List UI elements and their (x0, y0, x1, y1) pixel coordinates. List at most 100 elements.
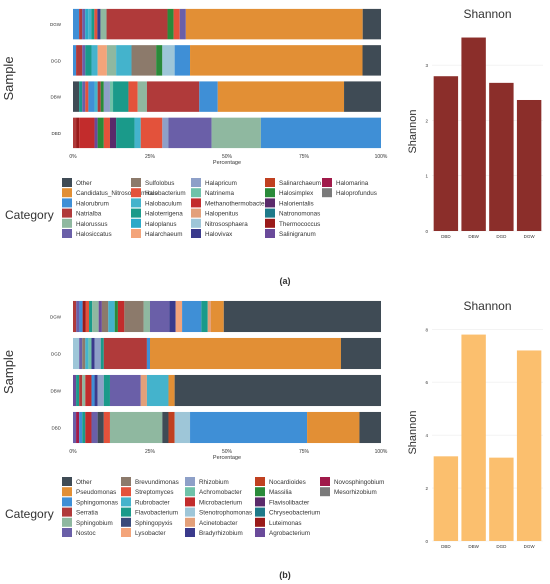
stacked-bar-segment (97, 374, 104, 407)
shannon-y-tick-label: 6 (425, 380, 428, 385)
legend-label: Stenotrophomonas (199, 510, 252, 517)
shannon-y-tick-label: 0 (425, 229, 428, 234)
stacked-bar-segment (131, 45, 157, 76)
stacked-bar-segment (100, 337, 104, 370)
stacked-bar-segment (97, 45, 107, 76)
stacked-bar-segment (79, 411, 83, 444)
legend-label: Halopenitus (205, 211, 238, 218)
shannon-title: Shannon (463, 7, 511, 21)
legend-swatch (121, 507, 131, 517)
stacked-bar-segment (344, 81, 381, 112)
stacked-bar-segment (76, 300, 80, 333)
stacked-bar-segment (362, 45, 381, 76)
stacked-bar-segment (146, 374, 169, 407)
x-tick-label: 50% (222, 449, 233, 455)
legend-label: Nocardioides (269, 479, 306, 486)
legend-label: Salinarchaeum (279, 180, 321, 187)
legend-label: Lysobacter (135, 530, 166, 537)
legend-swatch (191, 198, 201, 208)
legend-label: Pseudomonas (76, 489, 116, 496)
shannon-x-tick-label: DGW (524, 544, 536, 549)
stacked-bar-segment (97, 8, 101, 40)
stacked-bar-segment (103, 374, 110, 407)
sample-tick-label: DBW (51, 95, 62, 100)
stacked-bar-segment (109, 81, 114, 112)
panel-caption: (b) (279, 570, 291, 580)
stacked-bar-segment (97, 117, 104, 149)
stacked-bar-segment (106, 45, 117, 76)
stacked-bar-segment (174, 374, 381, 407)
stacked-bar-segment (89, 300, 93, 333)
stacked-bar-segment (73, 117, 77, 149)
shannon-y-tick-label: 2 (425, 118, 428, 123)
legend-label: Haloprofundus (336, 190, 377, 197)
shannon-bar (489, 457, 514, 541)
legend-label: Natronomonas (279, 211, 320, 218)
stacked-bar-segment (103, 81, 110, 112)
legend-swatch (62, 507, 72, 517)
shannon-x-tick-label: DGD (496, 544, 507, 549)
stacked-bar-segment (91, 45, 98, 76)
legend-label: Halapricum (205, 180, 237, 187)
stacked-bar-segment (116, 45, 132, 76)
stacked-bar-segment (150, 337, 341, 370)
stacked-bar-segment (88, 8, 92, 40)
shannon-x-tick-label: DBW (468, 234, 479, 239)
legend-swatch (185, 517, 195, 527)
legend-label: Other (76, 479, 92, 486)
stacked-bar-segment (156, 45, 163, 76)
legend-swatch (121, 497, 131, 507)
legend-label: Halarchaeum (145, 231, 182, 238)
x-tick-label: 25% (145, 449, 156, 455)
legend-label: Candidatus_Nitrosocosmicus (76, 190, 158, 197)
legend-label: Bradyrhizobium (199, 530, 243, 537)
stacked-bar-segment (109, 117, 117, 149)
legend-label: Halovivax (205, 231, 233, 238)
legend-swatch (62, 497, 72, 507)
panel-caption: (a) (280, 276, 291, 286)
stacked-bar-segment (79, 300, 83, 333)
stacked-bar-segment (94, 81, 98, 112)
legend-label: Chryseobacterium (269, 510, 320, 517)
legend-label: Streptomyces (135, 489, 174, 496)
stacked-bar-segment (91, 337, 95, 370)
legend-swatch (265, 218, 275, 228)
legend-swatch (131, 218, 141, 228)
stacked-bar-segment (124, 300, 144, 333)
legend-label: Flavisolibacter (269, 499, 309, 506)
legend-swatch (265, 208, 275, 218)
sample-tick-label: DGW (50, 315, 62, 320)
x-tick-label: 0% (69, 154, 77, 160)
sample-tick-label: DGD (51, 58, 62, 63)
stacked-bar-segment (82, 8, 86, 40)
shannon-y-tick-label: 2 (425, 486, 428, 491)
legend-swatch (320, 477, 330, 486)
legend-swatch (62, 188, 72, 198)
legend-swatch (131, 198, 141, 208)
legend-title: Category (5, 507, 54, 521)
stacked-bar-segment (98, 300, 102, 333)
shannon-bar (433, 456, 459, 541)
legend-swatch (322, 178, 332, 187)
sample-tick-label: DGW (50, 22, 62, 27)
legend-swatch (265, 229, 275, 238)
stacked-bar-segment (340, 337, 381, 370)
legend-swatch (265, 198, 275, 208)
x-tick-label: 0% (69, 449, 77, 455)
legend-label: Mesorhizobium (334, 489, 377, 496)
stacked-bar-segment (82, 45, 86, 76)
legend-swatch (62, 517, 72, 527)
stacked-bar-segment (217, 81, 345, 112)
stacked-bar-segment (88, 81, 95, 112)
legend-swatch (255, 507, 265, 517)
stacked-bar-segment (190, 45, 363, 76)
legend-swatch (121, 477, 131, 486)
stacked-bar-segment (190, 411, 308, 444)
stacked-bar-segment (79, 81, 83, 112)
legend-swatch (185, 487, 195, 497)
legend-label: Haloplanus (145, 221, 177, 228)
legend-swatch (265, 188, 275, 198)
legend-label: Nostoc (76, 530, 96, 537)
stacked-bar-segment (167, 8, 174, 40)
stacked-bar-segment (223, 300, 381, 333)
